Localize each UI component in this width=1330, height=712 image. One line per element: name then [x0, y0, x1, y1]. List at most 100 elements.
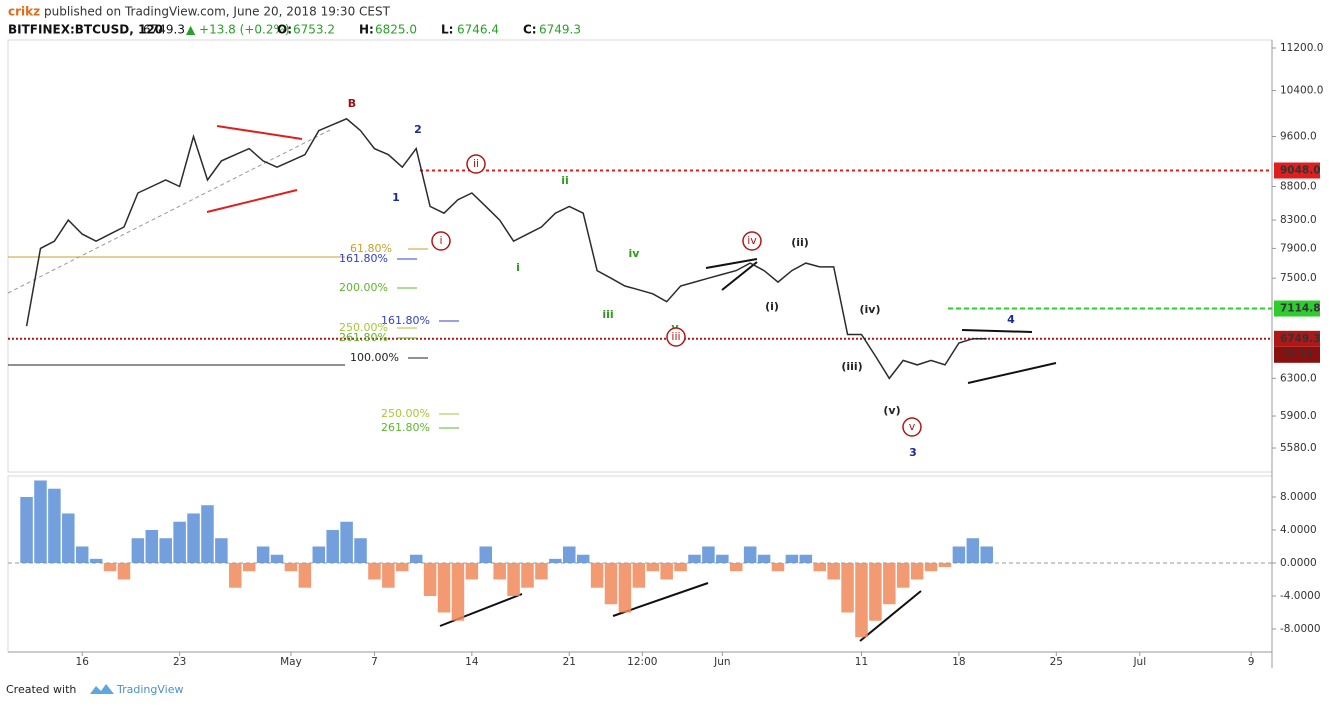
- price-tag: [1274, 300, 1320, 317]
- oscillator-bar: [604, 562, 618, 605]
- oscillator-bar: [103, 562, 117, 572]
- oscillator-bar: [493, 562, 506, 580]
- oscillator-bar: [827, 562, 840, 580]
- oscillator-bar: [382, 562, 395, 588]
- oscillator-bar: [20, 496, 33, 563]
- fib-label: 250.00%: [381, 407, 430, 420]
- x-tick-label: Jul: [1132, 656, 1146, 668]
- oscillator-bar: [716, 554, 729, 563]
- oscillator-bar: [883, 562, 896, 605]
- oscillator-bar: [368, 562, 381, 580]
- trend-line: [859, 590, 922, 642]
- price-tag: [1274, 330, 1320, 347]
- fib-label: 250.00%: [339, 321, 388, 334]
- x-tick-label: 23: [173, 656, 186, 668]
- y-tick-label: 0.0000: [1280, 557, 1317, 569]
- oscillator-bar: [312, 546, 326, 563]
- wave-label: iv: [747, 234, 757, 247]
- wave-label: iii: [602, 308, 613, 321]
- ohlc-key: H:: [359, 23, 374, 37]
- wave-label: iv: [629, 247, 641, 260]
- oscillator-bar: [646, 562, 660, 572]
- wave-label: (iii): [841, 360, 862, 373]
- oscillator-bar: [284, 562, 298, 572]
- price-line: [25, 117, 987, 380]
- oscillator-bar: [757, 554, 771, 563]
- oscillator-bar: [131, 538, 145, 563]
- y-tick-label: 8.0000: [1280, 491, 1317, 503]
- x-tick-label: 16: [76, 656, 90, 668]
- wave-label: (iv): [860, 303, 881, 316]
- oscillator-bar: [549, 558, 562, 563]
- y-tick-label: 7500.0: [1280, 272, 1317, 284]
- logo: [90, 684, 114, 694]
- change: ▲ +13.8 (+0.2%): [186, 23, 290, 37]
- x-tick-label: May: [280, 656, 302, 668]
- ohlc-key: C:: [523, 23, 537, 37]
- x-tick-label: 9: [1248, 656, 1255, 668]
- ohlc-key: L:: [441, 23, 453, 37]
- oscillator-bar: [674, 562, 687, 572]
- y-tick-label: -8.0000: [1280, 623, 1321, 635]
- wave-label: iii: [671, 330, 680, 343]
- price-tag-label: 6749.3: [1280, 333, 1321, 345]
- oscillator-bar: [702, 546, 715, 563]
- oscillator-bar: [785, 554, 799, 563]
- oscillator-bar: [563, 546, 576, 563]
- countdown-tag: [1274, 346, 1320, 363]
- oscillator-bar: [229, 562, 242, 588]
- oscillator-bar: [938, 562, 952, 568]
- y-tick-label: 7900.0: [1280, 242, 1317, 254]
- price-tag-label: 9048.0: [1280, 165, 1321, 177]
- oscillator-bar: [396, 562, 409, 572]
- last-price: 6749.3: [143, 23, 185, 37]
- fib-label: 261.80%: [339, 331, 388, 344]
- fib-label: 261.80%: [381, 421, 430, 434]
- published: published on TradingView.com, June 20, 2…: [44, 5, 391, 19]
- wave-label: B: [348, 97, 356, 110]
- drawings: [7, 125, 1057, 642]
- oscillator-bar: [159, 538, 172, 563]
- oscillator-bar: [187, 513, 200, 563]
- y-tick-label: 8300.0: [1280, 214, 1317, 226]
- oscillator-bar: [521, 562, 534, 588]
- footer-brand[interactable]: TradingView: [116, 683, 183, 696]
- ohlc-value: 6753.2: [293, 23, 335, 37]
- wave-label: ii: [473, 157, 479, 170]
- oscillator-bar: [632, 562, 646, 588]
- wave-label: i: [439, 234, 442, 247]
- oscillator-bar: [173, 521, 186, 563]
- oscillator-bar: [117, 562, 131, 580]
- x-tick-label: Jun: [713, 656, 730, 668]
- y-tick-label: 6300.0: [1280, 372, 1317, 384]
- trend-line: [705, 258, 758, 269]
- oscillator-bar: [256, 546, 270, 563]
- wave-label: ii: [561, 174, 569, 187]
- oscillator-bar: [437, 562, 451, 613]
- ohlc-value: 6749.3: [539, 23, 581, 37]
- symbol: BITFINEX:BTCUSD, 120: [8, 23, 163, 37]
- fib-label: 161.80%: [381, 314, 430, 327]
- oscillator-bar: [423, 562, 437, 596]
- oscillator-bar: [952, 546, 966, 563]
- wave-circle: [902, 417, 922, 437]
- oscillator-bar: [729, 562, 743, 572]
- oscillator-bar: [465, 562, 479, 580]
- oscillator-bar: [145, 529, 159, 563]
- wave-label: v: [909, 420, 916, 433]
- y-tick-label: 11200.0: [1280, 42, 1323, 54]
- oscillator-bar: [535, 562, 548, 580]
- wave-label: i: [516, 261, 520, 274]
- wave-label: 1: [392, 191, 400, 204]
- oscillator-bar: [34, 480, 47, 563]
- wave-label: 4: [1007, 313, 1015, 326]
- wave-circle: [466, 154, 486, 174]
- y-tick-label: 10400.0: [1280, 85, 1323, 97]
- y-tick-label: 8800.0: [1280, 180, 1317, 192]
- oscillator-bar: [618, 562, 632, 613]
- oscillator-bar: [89, 558, 103, 563]
- trend-line: [206, 189, 298, 213]
- oscillator-bar: [62, 513, 75, 563]
- oscillator-bar: [896, 562, 910, 588]
